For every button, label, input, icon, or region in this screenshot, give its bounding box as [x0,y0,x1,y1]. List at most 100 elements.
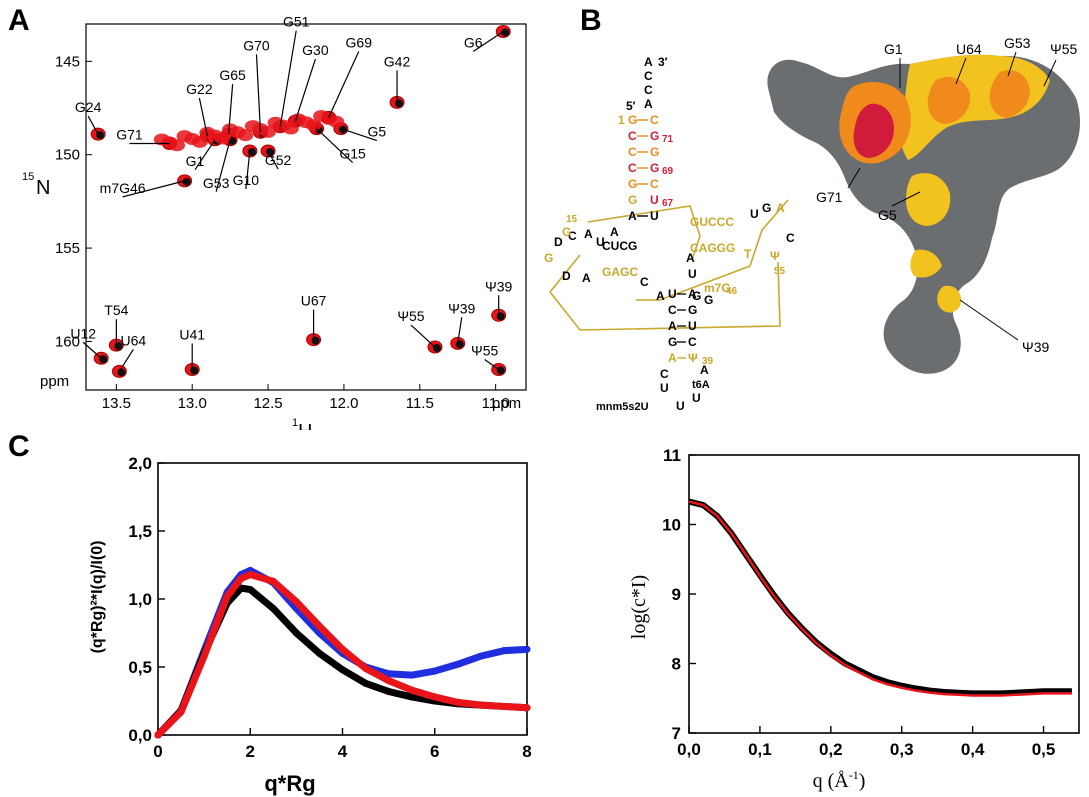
kratky-point [523,645,531,653]
kratky-point [200,652,208,660]
d-arm-2: A [584,227,593,241]
kratky-y-tick-label: 2,0 [128,454,152,473]
nmr-peak-core [432,344,441,353]
acc-num-69: 69 [662,166,674,177]
kratky-frame [157,462,528,736]
t-loop-psi: Ψ [770,249,780,263]
nmr-x-tick-label: 12.0 [329,395,358,412]
nmr-peak-core [501,28,510,37]
nmr-leader [484,358,500,370]
acc-left-3: C [628,161,637,175]
kratky-point [177,708,185,716]
nmr-peak-label: Ψ39 [448,300,475,316]
kratky-point [408,671,416,679]
log-y-tick-label: 11 [663,446,681,465]
nmr-cluster-peak [328,115,345,128]
nmr-peak-label: G69 [346,34,373,50]
nmr-peak-core [311,336,320,345]
log-x-tick-label: 0,4 [961,740,985,759]
kratky-point [500,647,508,655]
log-y-tick-label: 8 [672,655,681,674]
kratky-point [292,598,300,606]
nmr-unit-y: ppm [40,373,69,390]
log-y-tick-label: 10 [662,516,681,535]
stem-top-1: C [644,69,653,83]
ac-stem-3-l: G [668,335,677,349]
nmr-peak-core [99,355,108,364]
kratky-point [431,693,439,701]
log-xlabel: q (Å-1) [813,768,866,792]
nmr-leader [294,58,316,122]
kratky-point [223,592,231,600]
ac-loop-u: U [660,381,669,395]
nmr-y-tick-label: 155 [55,240,80,257]
surface-label-u64: U64 [956,41,982,57]
kratky-xlabel: q*Rg [264,771,315,796]
nmr-cluster-peak [214,132,231,145]
log-axes: 0,0 0,1 0,2 0,3 0,4 0,5 7 8 9 10 11 [662,446,1080,759]
kratky-point [339,666,346,674]
acc-right-0: C [650,113,659,127]
kratky-point [500,702,508,710]
nmr-cluster-peak [237,129,254,142]
d-arm-6: A [582,271,591,285]
surface-labels: G1 U64 G53 Ψ55 G71 G5 Ψ39 [816,35,1077,355]
num-46: 46 [726,286,738,297]
surface-label-g5: G5 [878,207,897,223]
nmr-peak-label: G52 [265,152,292,168]
kratky-point [362,679,370,687]
t-stem-top: GUCCC [690,215,734,229]
nmr-leader [340,128,378,142]
nmr-peak-label: T54 [104,302,128,318]
d-arm-5: D [562,269,571,283]
acc-num-67: 67 [662,198,674,209]
ac-stem-2-l: A [668,319,677,333]
kratky-x-tick-label: 2 [246,742,255,761]
log-series-line [688,500,1072,697]
panel-label-c: C [8,430,30,463]
nmr-x-ticks: 13.5 13.0 12.5 12.0 11.5 11.0 [102,384,510,412]
extra-u2: U [688,267,697,281]
nmr-peak-label: Ψ39 [485,278,512,294]
extra-g2: G [704,293,713,307]
acc-right-3: G [650,161,659,175]
kratky-point [408,693,416,701]
stem-top-3: A [644,97,653,111]
surface-label-psi39: Ψ39 [1022,339,1049,355]
stem-top-0: A [644,55,653,69]
ac-stem-2-r: U [688,319,697,333]
acc-right-1: G [650,129,659,143]
t-loop-a: A [776,201,785,215]
surface-label-g53: G53 [1004,35,1031,51]
kratky-point [269,605,277,613]
d-stem-top: CUCG [602,239,637,253]
kratky-point [477,652,485,660]
surface-label-g71: G71 [816,189,843,205]
nmr-xlabel: H [298,421,312,430]
kratky-point [362,664,370,672]
log-series [688,498,1072,697]
nmr-peak-core [190,366,199,375]
t-loop-c: C [786,231,795,245]
kratky-x-tick-label: 4 [338,742,348,761]
nmr-cluster-peak [191,135,208,148]
nmr-leader [457,317,463,344]
nmr-peak-label: G42 [384,53,411,69]
log-x-tick-label: 0,1 [748,740,772,759]
nmr-x-tick-label: 11.5 [406,395,434,412]
trna-secondary-structure: 3′ 5′ A C C A 1 G C C C G G A C G G G C … [544,55,795,413]
kratky-plot: 0 2 4 6 8 0,0 0,5 1,0 1,5 2,0 q*Rg (q*Rg)²*I(q)/I… [89,454,532,796]
nmr-peak-label: G24 [75,99,102,115]
kratky-point [431,667,439,675]
ac-stem-1-r: G [688,303,697,317]
ac-loop-c: C [660,367,669,381]
nmr-cluster-peak [169,139,186,152]
nmr-y-ticks: 145 150 155 160 [55,53,92,350]
kratky-point [477,701,485,709]
nmr-peak-label: G22 [186,81,213,97]
ac-stem-4-r: Ψ [688,351,698,365]
nmr-peak-label: G53 [203,175,230,191]
nmr-peak-label: G6 [464,34,483,50]
acc-right-5: U [650,193,659,207]
